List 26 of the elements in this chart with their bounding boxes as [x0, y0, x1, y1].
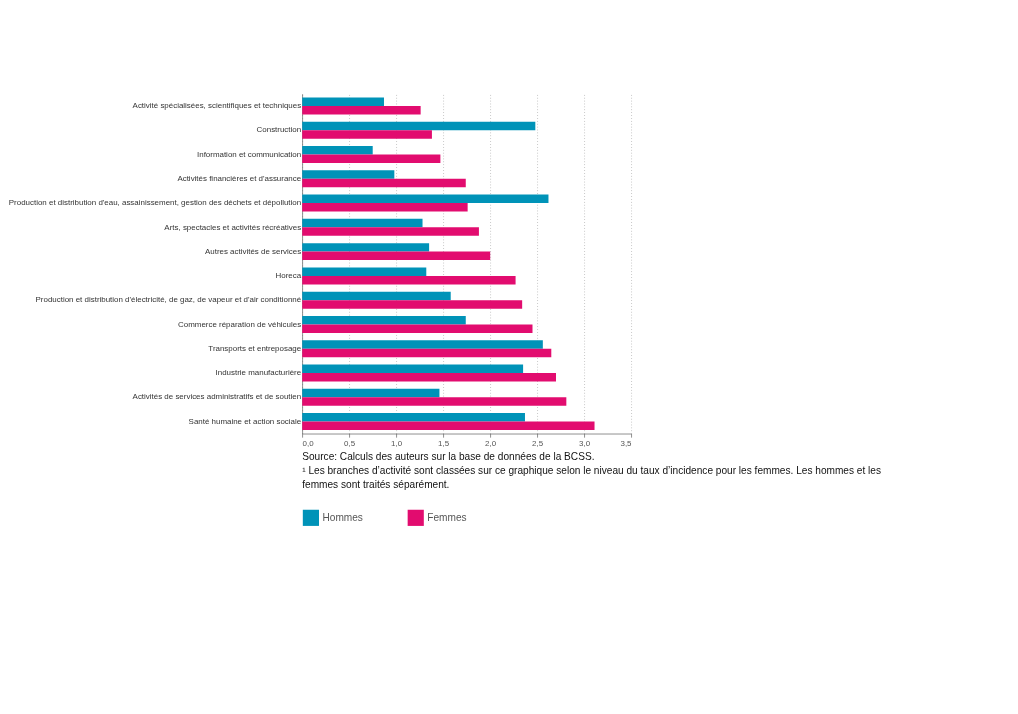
y-tick-label: Production et distribution d'eau, assainissement, gestion des déchets et dépollution	[8, 198, 302, 208]
y-tick-label: Arts, spectacles et activités récréatives	[164, 222, 302, 232]
y-tick-label: Activités de services administratifs et de soutien	[132, 392, 302, 402]
x-tick-label: 3,5	[620, 438, 633, 448]
legend-label: Hommes	[322, 511, 363, 523]
y-tick-label: Activité spécialisées, scientifiques et techniques	[132, 101, 302, 111]
y-tick-label: Commerce réparation de véhicules	[178, 319, 302, 329]
y-tick-label: Activités financières et d'assurance	[177, 173, 302, 183]
legend-label: Femmes	[427, 511, 467, 523]
x-tick-label: 0,0	[302, 438, 315, 448]
y-tick-label: Information et communication	[197, 149, 302, 159]
x-tick-label: 2,0	[485, 438, 497, 448]
y-tick-label: Autres activités de services	[204, 246, 302, 256]
x-tick-label: 1,0	[391, 438, 403, 448]
y-tick-label: Construction	[256, 125, 302, 135]
y-tick-label: Industrie manufacturière	[215, 368, 302, 378]
x-tick-label: 0,5	[344, 438, 356, 448]
text: ¹ Les branches d’activité sont classées sur ce graphique selon le niveau du taux d’incidence pour les femmes. Les hommes et les femmes sont traités séparément.	[302, 465, 882, 490]
x-tick-label: 2,5	[532, 438, 544, 448]
y-tick-label: Horeca	[275, 271, 302, 281]
source-note: Source: Calculs des auteurs sur la base de données de la BCSS.	[302, 451, 595, 463]
x-tick-label: 3,0	[579, 438, 591, 448]
y-tick-label: Santé humaine et action sociale	[188, 416, 302, 426]
y-tick-label: Production et distribution d'électricité, de gaz, de vapeur et d'air conditionné	[35, 295, 302, 305]
x-tick-label: 1,5	[438, 438, 450, 448]
y-tick-label: Transports et entreposage	[208, 343, 302, 353]
